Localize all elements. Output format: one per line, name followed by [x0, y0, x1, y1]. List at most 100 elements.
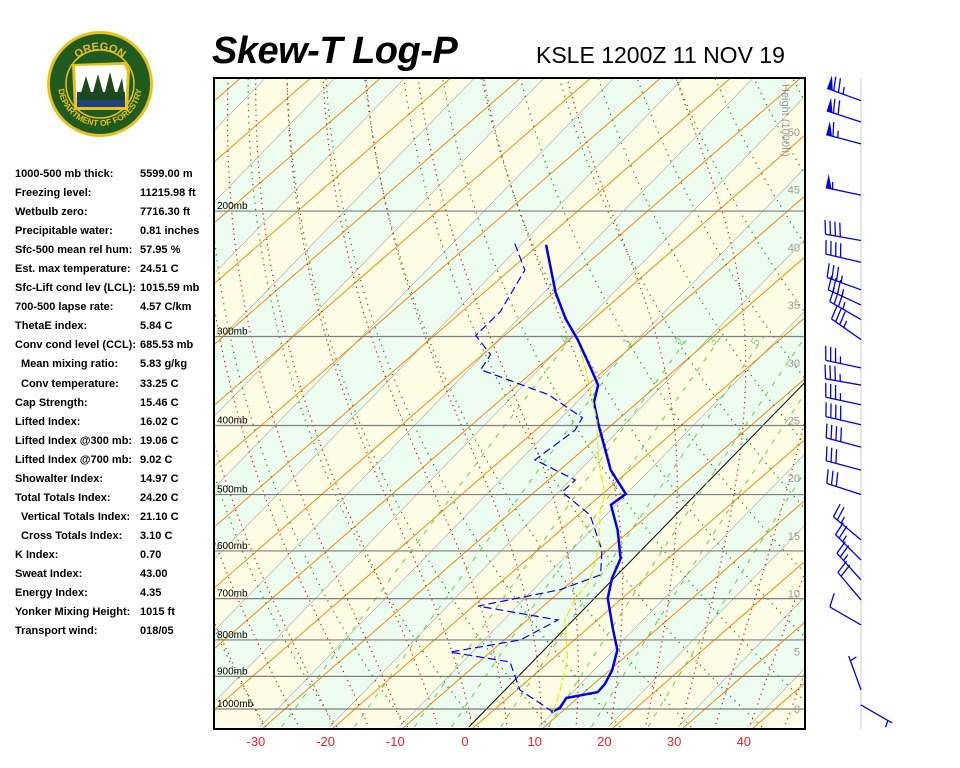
dewpoint-profile — [449, 243, 603, 713]
dry-adiabat-line — [214, 627, 267, 728]
stat-value: 16.02 C — [140, 415, 179, 428]
barb-full — [829, 220, 832, 236]
moist-adiabat-line — [715, 416, 805, 725]
isotherm-line — [214, 96, 805, 703]
temperature-tick-label: 0 — [461, 734, 468, 749]
stat-value: 5.84 C — [140, 320, 173, 333]
dry-adiabat-line — [480, 78, 805, 638]
svg-text:OREGON: OREGON — [72, 41, 127, 61]
stat-label: Conv temperature: — [21, 377, 119, 390]
temperature-band — [214, 78, 805, 703]
wind-barb — [824, 364, 862, 386]
barb-half — [840, 516, 846, 524]
barb-staff — [825, 359, 862, 369]
barb-full — [835, 426, 838, 441]
barb-staff — [825, 233, 862, 242]
wind-barb — [837, 560, 862, 601]
axis-labels: 200mb 300mb 400mb 500mb 600mb 700mb 800mb 900mb… — [217, 84, 800, 749]
barb-flag — [826, 121, 833, 137]
barb-full — [839, 222, 841, 237]
stat-value: 4.57 C/km — [140, 301, 192, 314]
barb-half — [842, 87, 845, 95]
height-tick-label: 40 — [788, 242, 800, 254]
stat-value: 21.10 C — [140, 510, 179, 523]
wind-barb — [829, 593, 862, 626]
barb-full — [836, 541, 846, 554]
stat-value: 15.46 C — [140, 396, 179, 409]
barb-full — [835, 266, 840, 282]
barb-full — [835, 449, 838, 464]
barb-staff — [825, 396, 862, 406]
barb-full — [830, 305, 838, 320]
temperature-tick-label: 30 — [667, 734, 681, 749]
moist-adiabat-line — [214, 440, 333, 725]
stat-label: Est. max temperature: — [15, 263, 131, 276]
isotherm-line — [538, 453, 805, 728]
barb-staff — [826, 276, 862, 291]
orange-reference-line — [541, 499, 805, 729]
stat-value: 018/05 — [140, 625, 174, 638]
stat-label: Mean mixing ratio: — [21, 358, 119, 371]
wind-barb — [825, 239, 862, 263]
barb-half — [843, 320, 848, 328]
pressure-label: 500mb — [217, 485, 248, 496]
stat-value: 0.81 inches — [140, 225, 200, 238]
orange-reference-line — [214, 78, 731, 528]
moist-adiabat-line — [214, 302, 368, 725]
barb-full — [839, 311, 846, 325]
height-tick-label: 30 — [788, 358, 800, 370]
stat-label: Yonker Mixing Height: — [15, 606, 131, 619]
pressure-label: 800mb — [217, 630, 248, 641]
barb-flag — [827, 75, 833, 91]
wind-barb — [825, 402, 862, 426]
stat-label: Vertical Totals Index: — [21, 510, 131, 523]
temperature-tick-label: -10 — [386, 734, 405, 749]
height-tick-label: 15 — [788, 531, 800, 543]
stat-label: Total Totals Index: — [15, 491, 111, 504]
height-axis-title: Height (1000ft) — [779, 84, 791, 157]
mixing-ratio-line — [353, 336, 637, 728]
temperature-profile — [544, 244, 628, 714]
orange-reference-line — [822, 78, 960, 729]
wind-barb — [832, 503, 862, 541]
stat-value: 5599.00 m — [140, 168, 193, 180]
orange-reference-line — [611, 560, 805, 729]
barb-staff — [826, 110, 862, 123]
barb-full — [830, 424, 833, 440]
stat-value: 1015 ft — [140, 606, 175, 619]
orange-reference-line — [214, 195, 805, 711]
barb-staff — [825, 378, 862, 386]
isotherm-line — [214, 78, 754, 632]
orange-reference-line — [892, 78, 960, 729]
dry-adiabat-line — [948, 78, 960, 727]
barb-full — [824, 364, 827, 379]
barb-half — [885, 720, 889, 728]
pressure-label: 900mb — [217, 666, 248, 677]
barb-full — [833, 290, 840, 305]
barb-flag — [826, 97, 833, 113]
barb-full — [825, 446, 828, 461]
height-tick-label: 50 — [788, 127, 800, 139]
wind-barb — [848, 655, 862, 691]
temperature-band — [887, 66, 960, 727]
height-tick-label: 0 — [794, 704, 800, 716]
temperature-tick-label: 10 — [527, 734, 541, 749]
stat-label: K Index: — [15, 548, 59, 561]
barb-staff — [829, 606, 862, 626]
barb-staff — [837, 571, 862, 601]
stat-label: Cross Totals Index: — [21, 529, 123, 542]
height-tick-label: 45 — [788, 185, 800, 197]
moist-adiabat-line — [675, 78, 747, 725]
stat-label: Showalter Index: — [15, 472, 104, 485]
orange-reference-line — [214, 78, 451, 285]
wind-barb — [825, 173, 862, 196]
barb-full — [831, 264, 835, 280]
barb-half — [842, 535, 848, 543]
height-tick-label: 5 — [794, 646, 800, 658]
wind-barbs — [824, 75, 893, 728]
barb-flag — [825, 173, 832, 189]
stat-label: 1000-500 mb thick: — [15, 168, 114, 180]
barb-full — [834, 366, 837, 381]
stat-value: 11215.98 ft — [140, 187, 196, 200]
barb-full — [834, 522, 844, 535]
